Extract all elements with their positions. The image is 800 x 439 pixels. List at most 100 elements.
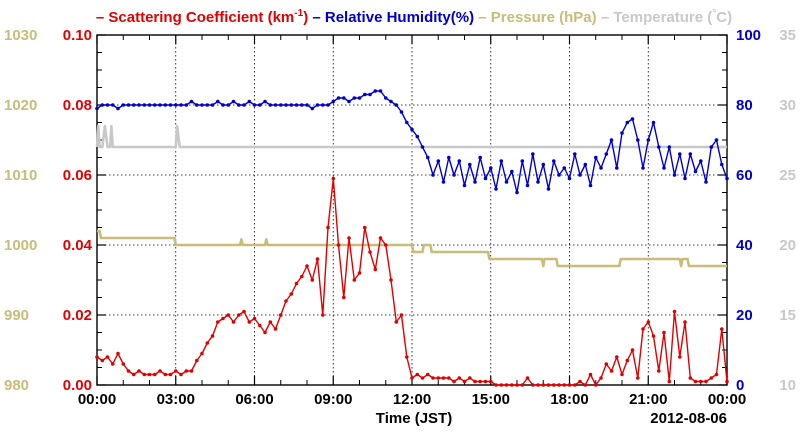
x-tick-label: 18:00 [550, 391, 588, 408]
temperature-axis-tick-label: 10 [779, 377, 796, 394]
humidity-point [100, 103, 105, 107]
scattering-point [594, 383, 598, 387]
x-tick-label: 03:00 [157, 391, 195, 408]
humidity-point [195, 103, 199, 107]
pressure-axis-tick-label: 1000 [4, 237, 37, 254]
scattering-point [357, 271, 362, 275]
humidity-point [699, 159, 703, 163]
scattering-point [315, 257, 320, 261]
legend-superscript: ° [712, 8, 716, 19]
legend-label: Pressure (hPa) [491, 9, 597, 26]
scattering-point [599, 376, 603, 380]
scattering-point [310, 278, 315, 282]
scattering-point [331, 176, 336, 181]
scattering-point [326, 225, 330, 230]
humidity-point [620, 131, 624, 135]
humidity-point [357, 96, 362, 100]
scattering-point [567, 383, 572, 387]
scattering-point [720, 327, 724, 331]
scattering-axis-tick-label: 0.00 [63, 377, 92, 394]
scattering-point [174, 369, 178, 373]
humidity-point [273, 103, 278, 107]
humidity-axis-tick-label: 100 [736, 27, 761, 44]
pressure-axis-tick-label: 1020 [4, 97, 37, 114]
humidity-point [604, 152, 609, 156]
scattering-point [699, 379, 703, 384]
humidity-point [562, 166, 567, 170]
humidity-point [599, 166, 603, 170]
humidity-point [331, 99, 336, 104]
scattering-point [420, 376, 425, 380]
grid [97, 35, 727, 385]
humidity-point [499, 159, 504, 163]
temperature-axis-tick-label: 25 [779, 167, 796, 184]
legend-label: Scattering Coefficient (km [108, 9, 294, 26]
scattering-point [342, 295, 346, 300]
humidity-point [242, 103, 246, 107]
humidity-point [126, 103, 131, 107]
humidity-point [420, 145, 425, 149]
humidity-point [525, 183, 530, 188]
humidity-point [546, 187, 551, 191]
temperature-axis-tick-label: 15 [779, 307, 796, 324]
scattering-point [389, 278, 393, 282]
humidity-point [557, 173, 561, 177]
scattering-point [693, 379, 698, 384]
humidity-point [452, 173, 456, 177]
humidity-point [289, 103, 294, 107]
humidity-point [578, 173, 582, 177]
scattering-point [116, 351, 120, 356]
scattering-point [583, 383, 588, 387]
scattering-point [263, 330, 267, 335]
humidity-point [394, 103, 399, 107]
x-tick-label: 15:00 [472, 391, 510, 408]
temperature-axis-tick-label: 30 [779, 97, 796, 114]
x-tick-label: 00:00 [708, 391, 746, 408]
scattering-point [268, 320, 273, 324]
x-axis-label: Time (JST) [376, 410, 452, 427]
pressure-line [97, 229, 727, 268]
humidity-point [132, 103, 136, 107]
humidity-point [137, 103, 141, 107]
scattering-point [667, 379, 672, 384]
humidity-point [284, 103, 288, 107]
scattering-point [105, 355, 110, 359]
humidity-point [384, 96, 388, 100]
humidity-point [662, 166, 666, 170]
scattering-point [657, 369, 661, 373]
scattering-axis-tick-label: 0.02 [63, 307, 92, 324]
scattering-point [300, 274, 304, 279]
humidity-point [158, 103, 162, 107]
humidity-point [594, 155, 598, 160]
scattering-point [426, 372, 430, 377]
humidity-point [489, 166, 493, 170]
scattering-point [615, 355, 619, 359]
humidity-point [147, 103, 152, 107]
humidity-point [630, 117, 635, 121]
humidity-point [315, 103, 320, 107]
scattering-point [294, 281, 299, 286]
scattering-point [273, 327, 278, 331]
scattering-point [247, 320, 252, 324]
humidity-point [142, 103, 147, 107]
scattering-axis-tick-label: 0.08 [63, 97, 92, 114]
humidity-point [216, 99, 220, 104]
humidity-point [163, 103, 168, 107]
scattering-point [552, 383, 556, 387]
scattering-point [163, 372, 168, 377]
scattering-point [483, 379, 488, 384]
humidity-point [226, 103, 231, 107]
humidity-point [683, 176, 687, 181]
humidity-point [153, 103, 157, 107]
scattering-point [200, 351, 204, 356]
scattering-point [573, 383, 577, 387]
scattering-point [662, 330, 666, 335]
humidity-axis-tick-label: 80 [736, 97, 753, 114]
humidity-point [111, 103, 115, 107]
x-tick-label: 12:00 [393, 391, 431, 408]
scattering-point [625, 358, 630, 363]
scattering-point [231, 320, 236, 324]
scattering-point [688, 376, 693, 380]
humidity-point [688, 152, 693, 156]
humidity-point [363, 92, 367, 97]
